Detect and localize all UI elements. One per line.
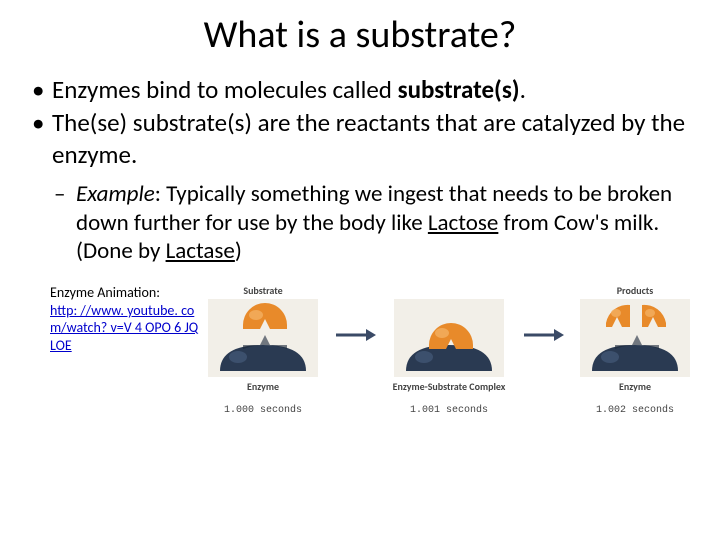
example-text-3: ) (235, 237, 242, 265)
spacer-label (448, 284, 450, 296)
example-label: Example (76, 180, 155, 208)
arrow-icon (522, 327, 564, 343)
arrow-2 (522, 296, 564, 374)
products-label: Products (617, 284, 654, 296)
example-underline-1: Lactose (428, 209, 498, 237)
bullet-1-pre: Enzymes bind to molecules called (52, 74, 398, 105)
page-title: What is a substrate? (20, 12, 700, 58)
bullet-1-post: . (520, 74, 526, 105)
example-bullet: Example: Typically something we ingest t… (54, 180, 700, 266)
main-bullet-list: Enzymes bind to molecules called substra… (20, 74, 700, 170)
link-label: Enzyme Animation: (50, 284, 200, 302)
enzyme-diagram: Substrate Enzyme 1.000 seconds (208, 284, 700, 416)
stage-3-graphic (580, 299, 690, 377)
substrate-label: Substrate (243, 284, 282, 296)
enzyme-label-3: Enzyme (619, 381, 651, 403)
time-1: 1.000 seconds (224, 405, 302, 416)
time-2: 1.001 seconds (410, 405, 488, 416)
bullet-1: Enzymes bind to molecules called substra… (32, 74, 700, 105)
bottom-row: Enzyme Animation: http: //www. youtube. … (20, 284, 700, 416)
enzyme-label-1: Enzyme (247, 381, 279, 403)
link-block: Enzyme Animation: http: //www. youtube. … (20, 284, 200, 354)
example-underline-2: Lactase (166, 237, 235, 265)
bullet-1-bold: substrate(s) (398, 74, 520, 105)
stage-3: Products Enzyme 1.002 seconds (580, 284, 690, 416)
animation-link[interactable]: http: //www. youtube. com/watch? v=V 4 O… (50, 302, 198, 354)
stage-2: Enzyme-Substrate Complex 1.001 seconds (393, 284, 506, 416)
sub-bullet-list: Example: Typically something we ingest t… (20, 180, 700, 266)
complex-label: Enzyme-Substrate Complex (393, 381, 506, 403)
time-3: 1.002 seconds (596, 405, 674, 416)
arrow-1 (334, 296, 376, 374)
stage-1-graphic (208, 299, 318, 377)
stage-1: Substrate Enzyme 1.000 seconds (208, 284, 318, 416)
arrow-icon (334, 327, 376, 343)
bullet-2: The(se) substrate(s) are the reactants t… (32, 107, 700, 170)
stage-2-graphic (394, 299, 504, 377)
